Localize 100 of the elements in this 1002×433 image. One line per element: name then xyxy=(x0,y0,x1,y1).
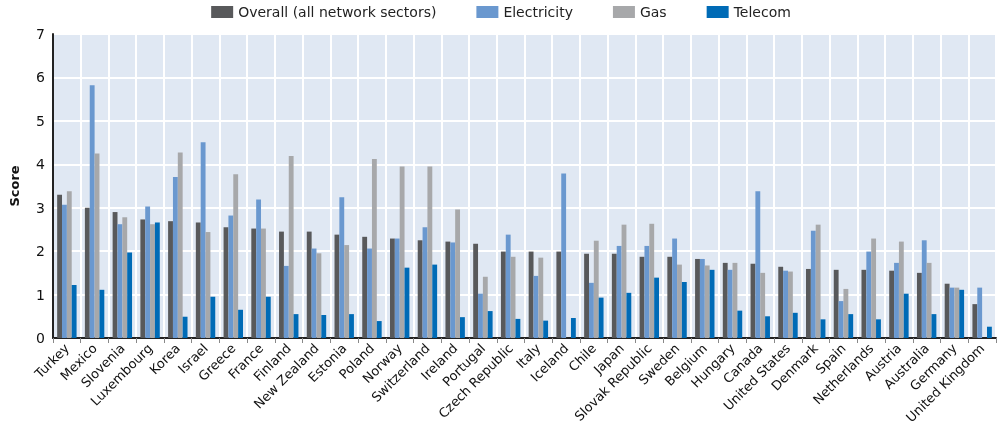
bar xyxy=(616,245,622,338)
bar xyxy=(695,258,700,338)
bar xyxy=(986,326,992,338)
bar xyxy=(611,253,617,338)
bar xyxy=(561,173,567,338)
bar xyxy=(944,283,950,338)
bar xyxy=(898,241,904,338)
bar xyxy=(843,288,849,338)
bar xyxy=(894,262,899,338)
bar xyxy=(127,252,133,338)
bar xyxy=(62,204,67,338)
bar xyxy=(283,265,289,338)
bar xyxy=(871,238,877,338)
bar xyxy=(556,251,562,338)
bar xyxy=(500,251,506,338)
bar xyxy=(417,240,423,338)
bar xyxy=(584,253,589,338)
bar xyxy=(478,293,483,338)
bar xyxy=(677,264,682,338)
bar xyxy=(903,293,909,338)
bar xyxy=(367,248,372,338)
bar xyxy=(99,289,105,338)
bar xyxy=(487,311,493,338)
bar xyxy=(339,197,345,338)
bar xyxy=(154,222,160,338)
bar xyxy=(316,253,322,338)
bar xyxy=(861,269,867,338)
bar xyxy=(168,221,173,338)
bar xyxy=(84,207,90,338)
bar xyxy=(889,270,895,338)
bar xyxy=(848,314,854,338)
bar xyxy=(140,219,146,338)
bar xyxy=(954,287,960,338)
bar xyxy=(722,262,728,338)
bar xyxy=(455,209,461,338)
bar xyxy=(876,319,881,338)
bar xyxy=(528,251,534,338)
bar xyxy=(371,159,377,338)
bar xyxy=(279,231,284,338)
bar xyxy=(926,262,932,338)
bar xyxy=(787,271,793,338)
bar xyxy=(66,191,72,338)
bar xyxy=(810,230,816,338)
bar xyxy=(389,238,395,338)
bar xyxy=(349,314,354,338)
bar xyxy=(473,243,479,338)
bar xyxy=(306,231,312,338)
bar xyxy=(460,317,465,338)
bar xyxy=(727,269,733,338)
bar xyxy=(182,316,188,338)
bar xyxy=(195,222,201,338)
bar xyxy=(177,152,183,338)
bar xyxy=(672,238,678,338)
bar xyxy=(704,265,710,338)
bar xyxy=(792,312,798,338)
bar xyxy=(376,321,382,338)
y-tick-label: 4 xyxy=(36,156,46,173)
bar xyxy=(667,256,673,338)
bar xyxy=(916,272,922,338)
y-tick-label: 5 xyxy=(36,112,45,129)
bar xyxy=(699,258,705,338)
bar xyxy=(394,238,400,338)
bar xyxy=(644,245,650,338)
bar xyxy=(649,223,655,338)
bar xyxy=(233,174,239,338)
bar xyxy=(972,304,978,338)
bar xyxy=(228,215,234,338)
bar xyxy=(344,245,350,338)
bar xyxy=(432,264,438,338)
legend-label: Overall (all network sectors) xyxy=(238,4,437,20)
y-tick-label: 2 xyxy=(36,243,45,260)
bar xyxy=(445,241,451,338)
bar xyxy=(362,236,368,338)
bar xyxy=(261,228,266,338)
bar xyxy=(570,318,576,338)
bar xyxy=(482,276,488,338)
bar xyxy=(737,310,743,338)
legend-label: Electricity xyxy=(503,4,573,20)
bar xyxy=(251,228,257,338)
y-tick-label: 7 xyxy=(36,26,45,42)
bar xyxy=(321,314,327,338)
y-tick-label: 3 xyxy=(36,199,45,216)
bar xyxy=(543,320,549,338)
bar xyxy=(427,166,433,338)
bar xyxy=(515,318,521,338)
bar xyxy=(783,270,788,338)
bar xyxy=(626,292,632,338)
bar xyxy=(150,224,155,338)
bar xyxy=(117,224,123,338)
bar xyxy=(399,166,405,338)
bar xyxy=(977,287,983,338)
bar xyxy=(866,251,872,338)
y-tick-label: 0 xyxy=(36,330,45,346)
bar xyxy=(265,296,271,338)
bar xyxy=(765,316,770,338)
bar xyxy=(505,234,511,338)
bar xyxy=(598,297,604,338)
bar xyxy=(288,156,294,338)
bar xyxy=(57,194,63,338)
bar xyxy=(588,282,594,338)
